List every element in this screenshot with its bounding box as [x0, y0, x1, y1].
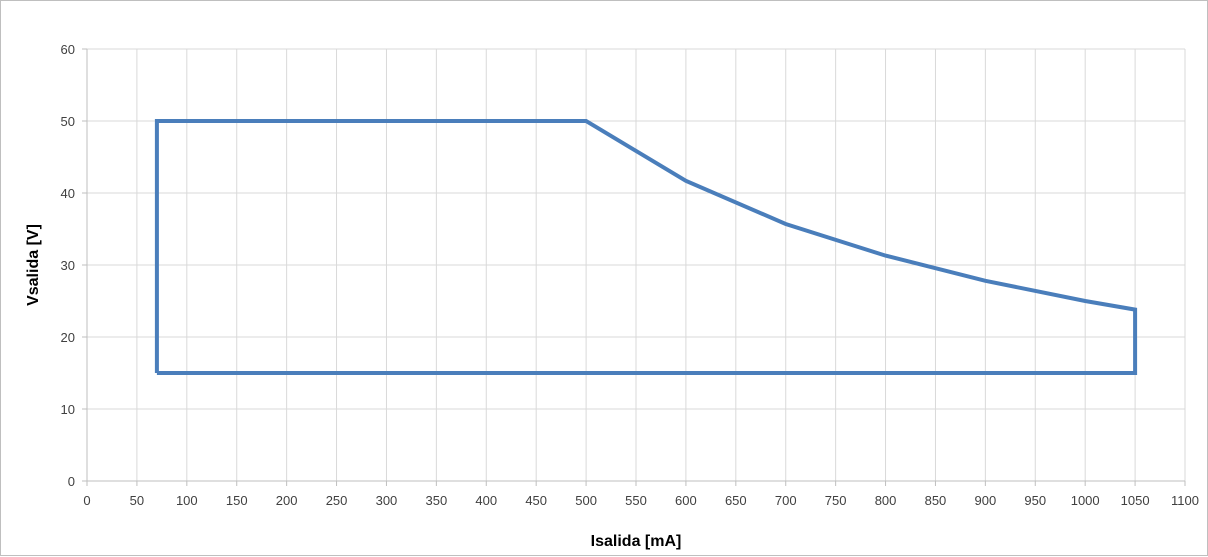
x-axis-title: Isalida [mA]	[591, 533, 682, 550]
x-tick-label-750: 750	[825, 493, 847, 508]
x-tick-label-150: 150	[226, 493, 248, 508]
x-tick-label-50: 50	[130, 493, 144, 508]
y-tick-label-0: 0	[68, 474, 75, 489]
x-tick-label-300: 300	[376, 493, 398, 508]
y-tick-label-10: 10	[61, 402, 75, 417]
grid	[86, 48, 1186, 482]
x-tick-label-650: 650	[725, 493, 747, 508]
x-tick-label-550: 550	[625, 493, 647, 508]
y-tick-label-50: 50	[61, 114, 75, 129]
y-tick-label-40: 40	[61, 186, 75, 201]
series	[154, 119, 1138, 375]
x-tick-label-0: 0	[83, 493, 90, 508]
x-tick-label-450: 450	[525, 493, 547, 508]
tick-labels: 0 50 100 150 200 250 300 350 400 450 500 550 600 650 7…	[61, 42, 1199, 508]
x-tick-label-200: 200	[276, 493, 298, 508]
x-tick-label-900: 900	[975, 493, 997, 508]
x-tick-label-500: 500	[575, 493, 597, 508]
y-tick-label-30: 30	[61, 258, 75, 273]
y-tick-label-60: 60	[61, 42, 75, 57]
y-tick-label-20: 20	[61, 330, 75, 345]
x-tick-label-1000: 1000	[1071, 493, 1100, 508]
x-tick-label-1100: 1100	[1171, 493, 1199, 508]
axes	[82, 48, 1186, 486]
x-tick-label-400: 400	[475, 493, 497, 508]
x-tick-label-1050: 1050	[1121, 493, 1150, 508]
y-axis-title: Vsalida [V]	[25, 224, 42, 306]
x-tick-label-700: 700	[775, 493, 797, 508]
x-tick-label-100: 100	[176, 493, 198, 508]
x-tick-label-800: 800	[875, 493, 897, 508]
x-tick-label-950: 950	[1024, 493, 1046, 508]
x-tick-label-350: 350	[426, 493, 448, 508]
x-tick-label-600: 600	[675, 493, 697, 508]
x-tick-label-250: 250	[326, 493, 348, 508]
series-line-0	[154, 119, 1138, 375]
x-tick-label-850: 850	[925, 493, 947, 508]
